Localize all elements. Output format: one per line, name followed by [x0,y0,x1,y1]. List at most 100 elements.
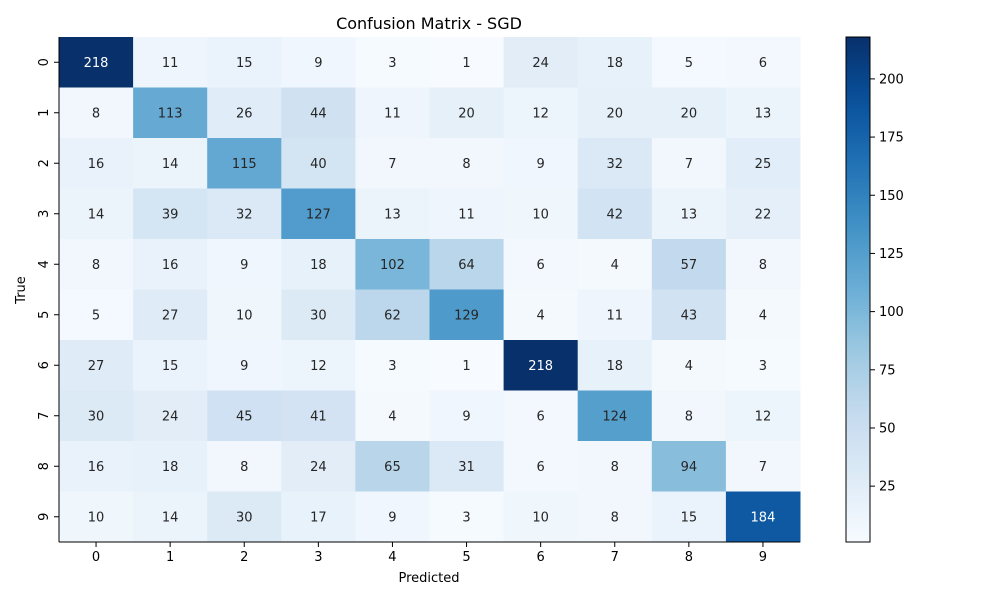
chart-title: Confusion Matrix - SGD [336,14,522,33]
cell-value-label: 113 [158,106,183,121]
cell-value-label: 20 [606,106,623,121]
y-tick-label: 2 [37,159,52,167]
cell-value-label: 9 [537,157,545,172]
heatmap-cell [725,390,801,442]
heatmap-cell [429,441,505,492]
y-tick-label: 3 [37,210,52,218]
x-tick-label: 8 [685,550,693,565]
cell-value-label: 16 [88,157,105,172]
heatmap-cell [133,138,208,189]
x-axis: 0 1 2 3 4 5 6 7 8 9 [59,541,800,565]
cell-value-label: 27 [88,359,105,374]
heatmap-cell [503,87,579,139]
cell-value-label: 4 [611,258,619,273]
x-axis-label: Predicted [398,571,459,586]
heatmap-cell [355,441,430,492]
heatmap-cell [429,390,505,442]
heatmap-cell [651,340,727,391]
heatmap-cell [651,87,727,139]
cell-value-label: 11 [606,308,623,323]
heatmap-cell [355,340,430,391]
heatmap-cell [651,239,727,290]
cell-value-label: 11 [162,56,179,71]
cell-value-label: 39 [162,207,179,222]
heatmap-cell [281,441,356,492]
cell-value-label: 14 [88,207,105,222]
heatmap-cell [207,37,282,88]
y-tick-label: 1 [37,109,52,117]
heatmap-cell [355,390,430,442]
heatmap-cell [651,138,727,189]
heatmap-cell [429,37,505,88]
heatmap-cell [281,390,356,442]
heatmap-cell [133,491,208,543]
colorbar-tick-label: 175 [879,131,904,146]
cell-value-label: 3 [759,359,767,374]
heatmap-cell [281,239,356,290]
heatmap-cell [725,188,801,240]
cell-value-label: 4 [759,308,767,323]
cell-value-label: 6 [537,409,545,424]
cell-value-label: 1 [462,359,470,374]
heatmap-cell [59,390,134,442]
x-tick-label: 7 [611,550,619,565]
cell-value-label: 9 [462,409,470,424]
heatmap-cell [355,188,430,240]
cell-value-label: 17 [310,510,327,525]
cell-value-label: 124 [602,409,627,424]
cell-value-label: 41 [310,409,327,424]
x-tick-label: 4 [388,550,396,565]
cell-value-label: 64 [458,258,475,273]
heatmap-cell [59,138,134,189]
cell-value-label: 20 [458,106,475,121]
x-tick-label: 2 [240,550,248,565]
y-tick-label: 6 [37,361,52,369]
heatmap-cell [577,87,653,139]
cell-value-label: 8 [611,460,619,475]
cell-value-label: 9 [240,258,248,273]
heatmap-cell [503,37,579,88]
heatmap-cell [577,491,653,543]
cell-value-label: 43 [681,308,698,323]
heatmap-cell [207,87,282,139]
cell-value-label: 10 [88,510,105,525]
heatmap-cell [133,340,208,391]
cell-value-label: 3 [462,510,470,525]
cell-value-label: 15 [681,510,698,525]
heatmap-cell [281,138,356,189]
y-tick-label: 0 [37,58,52,66]
cell-value-label: 11 [458,207,475,222]
heatmap-cell [429,340,505,391]
heatmap-cell [503,239,579,290]
y-axis: 0 1 2 3 4 5 6 7 8 9 [37,37,60,542]
colorbar-tick-label: 150 [879,189,904,204]
heatmap-cell [725,87,801,139]
heatmap-cell [281,188,356,240]
x-tick-label: 1 [166,550,174,565]
cell-value-label: 18 [606,359,623,374]
heatmap-cell [59,340,134,391]
heatmap-cell [725,138,801,189]
cell-value-label: 8 [611,510,619,525]
cell-value-label: 102 [380,258,405,273]
heatmap-cell [725,340,801,391]
heatmap-cell [207,289,282,341]
cell-value-label: 12 [755,409,772,424]
cell-value-label: 8 [462,157,470,172]
heatmap-cell [133,289,208,341]
heatmap-cell [429,239,505,290]
x-tick-label: 0 [92,550,100,565]
cell-value-label: 129 [454,308,479,323]
cell-value-label: 27 [162,308,179,323]
cell-value-label: 218 [84,56,109,71]
heatmap-cell [133,37,208,88]
heatmap-cell [59,87,134,139]
heatmap-cell [59,289,134,341]
x-tick-label: 9 [759,550,767,565]
colorbar: 25 50 75 100 125 150 175 200 [845,36,904,543]
cell-value-label: 8 [240,460,248,475]
heatmap-cell [651,289,727,341]
cell-value-label: 6 [537,460,545,475]
cell-value-label: 16 [88,460,105,475]
heatmap-cell [725,441,801,492]
